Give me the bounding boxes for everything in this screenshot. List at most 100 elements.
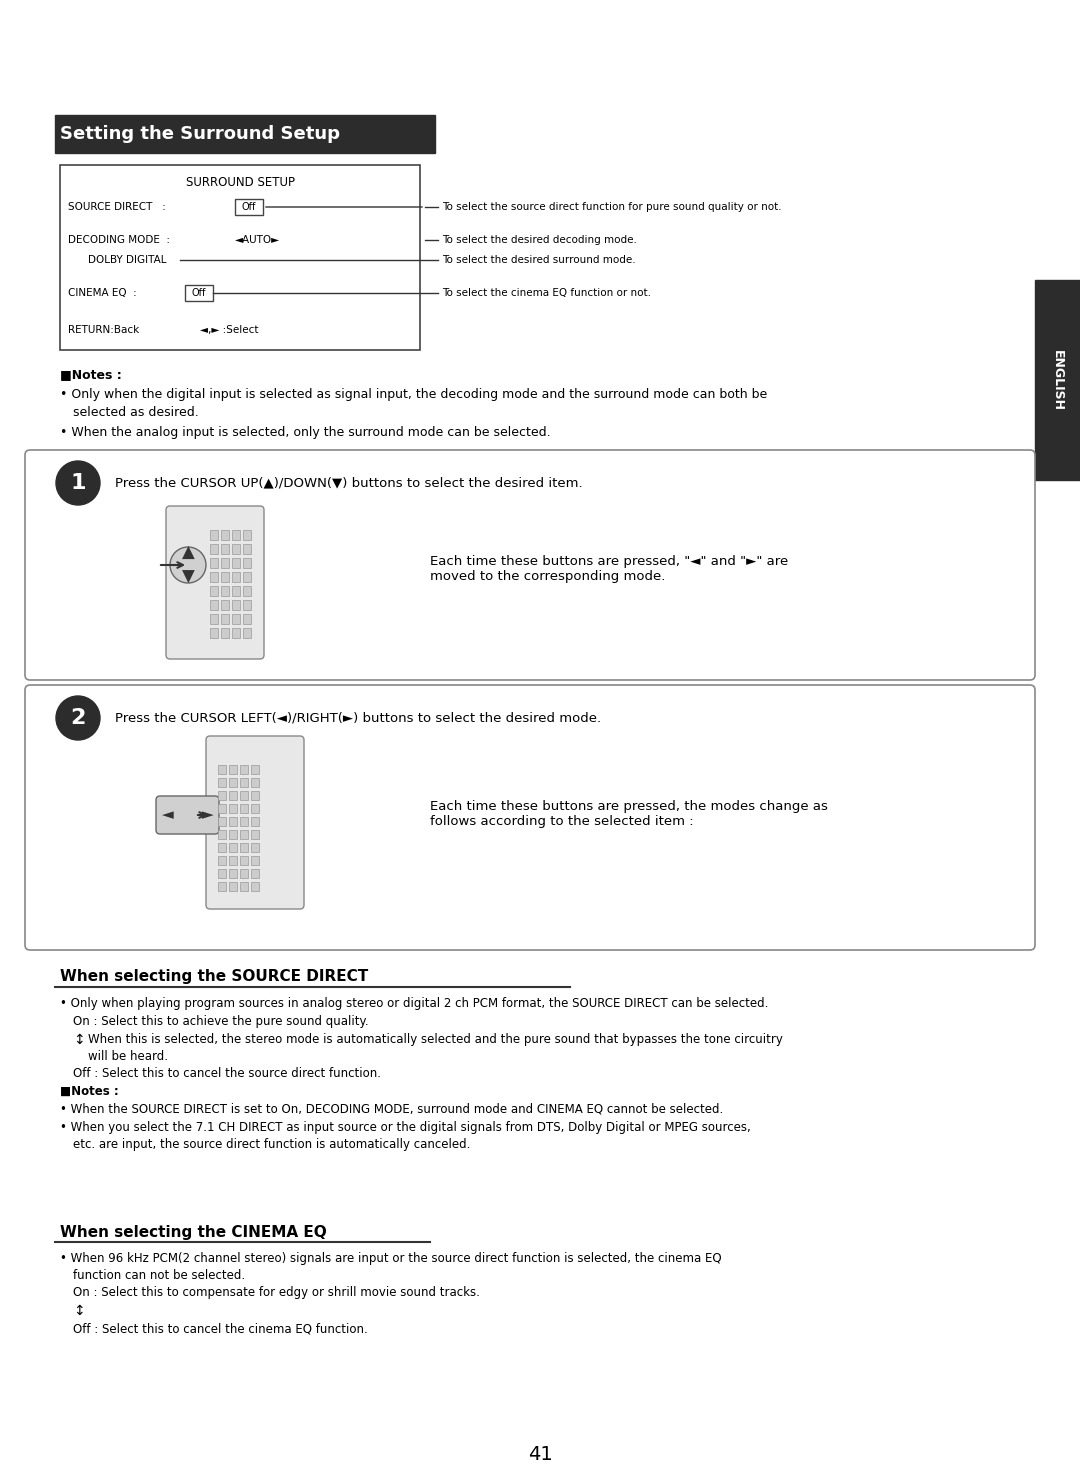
Bar <box>229 856 237 865</box>
Bar <box>229 791 237 800</box>
Bar <box>251 778 259 787</box>
FancyBboxPatch shape <box>1035 280 1080 481</box>
Text: Off : Select this to cancel the cinema EQ function.: Off : Select this to cancel the cinema E… <box>73 1322 368 1336</box>
Bar <box>240 856 248 865</box>
Text: Press the CURSOR LEFT(◄)/RIGHT(►) buttons to select the desired mode.: Press the CURSOR LEFT(◄)/RIGHT(►) button… <box>114 711 602 725</box>
Bar <box>232 558 240 568</box>
Text: Off : Select this to cancel the source direct function.: Off : Select this to cancel the source d… <box>73 1066 381 1080</box>
Text: DOLBY DIGITAL: DOLBY DIGITAL <box>87 254 166 265</box>
Bar <box>210 544 218 555</box>
Text: SURROUND SETUP: SURROUND SETUP <box>186 176 295 189</box>
Text: To select the cinema EQ function or not.: To select the cinema EQ function or not. <box>442 288 651 297</box>
Text: Each time these buttons are pressed, "◄" and "►" are
moved to the corresponding : Each time these buttons are pressed, "◄"… <box>430 555 788 583</box>
Bar <box>221 629 229 637</box>
Bar <box>210 600 218 609</box>
Bar <box>240 830 248 839</box>
FancyBboxPatch shape <box>60 166 420 351</box>
Bar <box>221 544 229 555</box>
Text: etc. are input, the source direct function is automatically canceled.: etc. are input, the source direct functi… <box>73 1137 471 1151</box>
Text: 2: 2 <box>70 708 85 728</box>
FancyBboxPatch shape <box>25 450 1035 680</box>
Bar <box>210 529 218 540</box>
Text: ■Notes :: ■Notes : <box>60 1086 119 1097</box>
Bar <box>240 881 248 890</box>
Text: selected as desired.: selected as desired. <box>73 407 199 419</box>
Text: DECODING MODE  :: DECODING MODE : <box>68 235 170 246</box>
Text: When selecting the CINEMA EQ: When selecting the CINEMA EQ <box>60 1225 327 1239</box>
Text: When selecting the SOURCE DIRECT: When selecting the SOURCE DIRECT <box>60 970 368 985</box>
Text: ►: ► <box>202 808 214 822</box>
FancyBboxPatch shape <box>156 796 219 834</box>
Bar <box>240 791 248 800</box>
Bar <box>240 816 248 825</box>
Text: • When 96 kHz PCM(2 channel stereo) signals are input or the source direct funct: • When 96 kHz PCM(2 channel stereo) sign… <box>60 1253 721 1265</box>
Bar <box>251 881 259 890</box>
Bar <box>210 629 218 637</box>
Bar <box>218 843 226 852</box>
Bar <box>243 586 251 596</box>
Bar <box>229 765 237 774</box>
Bar <box>240 765 248 774</box>
Text: Setting the Surround Setup: Setting the Surround Setup <box>60 126 340 143</box>
Bar <box>243 529 251 540</box>
Bar <box>229 816 237 825</box>
Bar <box>229 870 237 879</box>
Bar <box>218 881 226 890</box>
Bar <box>232 600 240 609</box>
Bar <box>232 529 240 540</box>
Text: 1: 1 <box>70 473 85 493</box>
Text: SOURCE DIRECT   :: SOURCE DIRECT : <box>68 203 165 211</box>
Text: On : Select this to compensate for edgy or shrill movie sound tracks.: On : Select this to compensate for edgy … <box>73 1287 480 1299</box>
Circle shape <box>56 697 100 740</box>
Bar <box>221 614 229 624</box>
Bar <box>221 586 229 596</box>
Text: • Only when the digital input is selected as signal input, the decoding mode and: • Only when the digital input is selecte… <box>60 387 767 401</box>
Bar <box>221 600 229 609</box>
Bar <box>218 805 226 813</box>
Bar <box>210 586 218 596</box>
Bar <box>210 572 218 583</box>
Bar <box>232 586 240 596</box>
Bar <box>243 614 251 624</box>
Bar <box>218 830 226 839</box>
Text: On : Select this to achieve the pure sound quality.: On : Select this to achieve the pure sou… <box>73 1015 368 1028</box>
Text: To select the desired decoding mode.: To select the desired decoding mode. <box>442 235 637 246</box>
Text: Each time these buttons are pressed, the modes change as
follows according to th: Each time these buttons are pressed, the… <box>430 800 828 828</box>
Bar <box>218 816 226 825</box>
Text: ▼: ▼ <box>181 568 194 586</box>
Bar <box>251 805 259 813</box>
Bar <box>210 614 218 624</box>
Bar <box>251 791 259 800</box>
Bar <box>240 778 248 787</box>
Bar <box>229 778 237 787</box>
Bar <box>210 558 218 568</box>
Bar <box>218 778 226 787</box>
Circle shape <box>56 461 100 504</box>
Bar <box>221 529 229 540</box>
Bar <box>251 856 259 865</box>
Bar <box>251 816 259 825</box>
Bar <box>218 856 226 865</box>
Bar <box>240 870 248 879</box>
Text: ↕: ↕ <box>73 1304 84 1318</box>
Text: ◄,► :Select: ◄,► :Select <box>200 325 258 336</box>
Bar <box>243 558 251 568</box>
Bar <box>229 843 237 852</box>
Bar <box>251 843 259 852</box>
Bar <box>243 600 251 609</box>
FancyBboxPatch shape <box>235 200 264 214</box>
Text: Press the CURSOR UP(▲)/DOWN(▼) buttons to select the desired item.: Press the CURSOR UP(▲)/DOWN(▼) buttons t… <box>114 476 582 490</box>
Text: ◄: ◄ <box>162 808 174 822</box>
Bar <box>243 572 251 583</box>
Bar <box>251 870 259 879</box>
Text: When this is selected, the stereo mode is automatically selected and the pure so: When this is selected, the stereo mode i… <box>87 1032 783 1046</box>
Bar <box>240 843 248 852</box>
Text: CINEMA EQ  :: CINEMA EQ : <box>68 288 137 297</box>
Bar <box>251 830 259 839</box>
Text: • When the analog input is selected, only the surround mode can be selected.: • When the analog input is selected, onl… <box>60 426 551 439</box>
Text: ↕: ↕ <box>73 1032 84 1047</box>
Bar <box>229 881 237 890</box>
Bar <box>229 805 237 813</box>
FancyBboxPatch shape <box>185 285 213 302</box>
Bar <box>232 614 240 624</box>
